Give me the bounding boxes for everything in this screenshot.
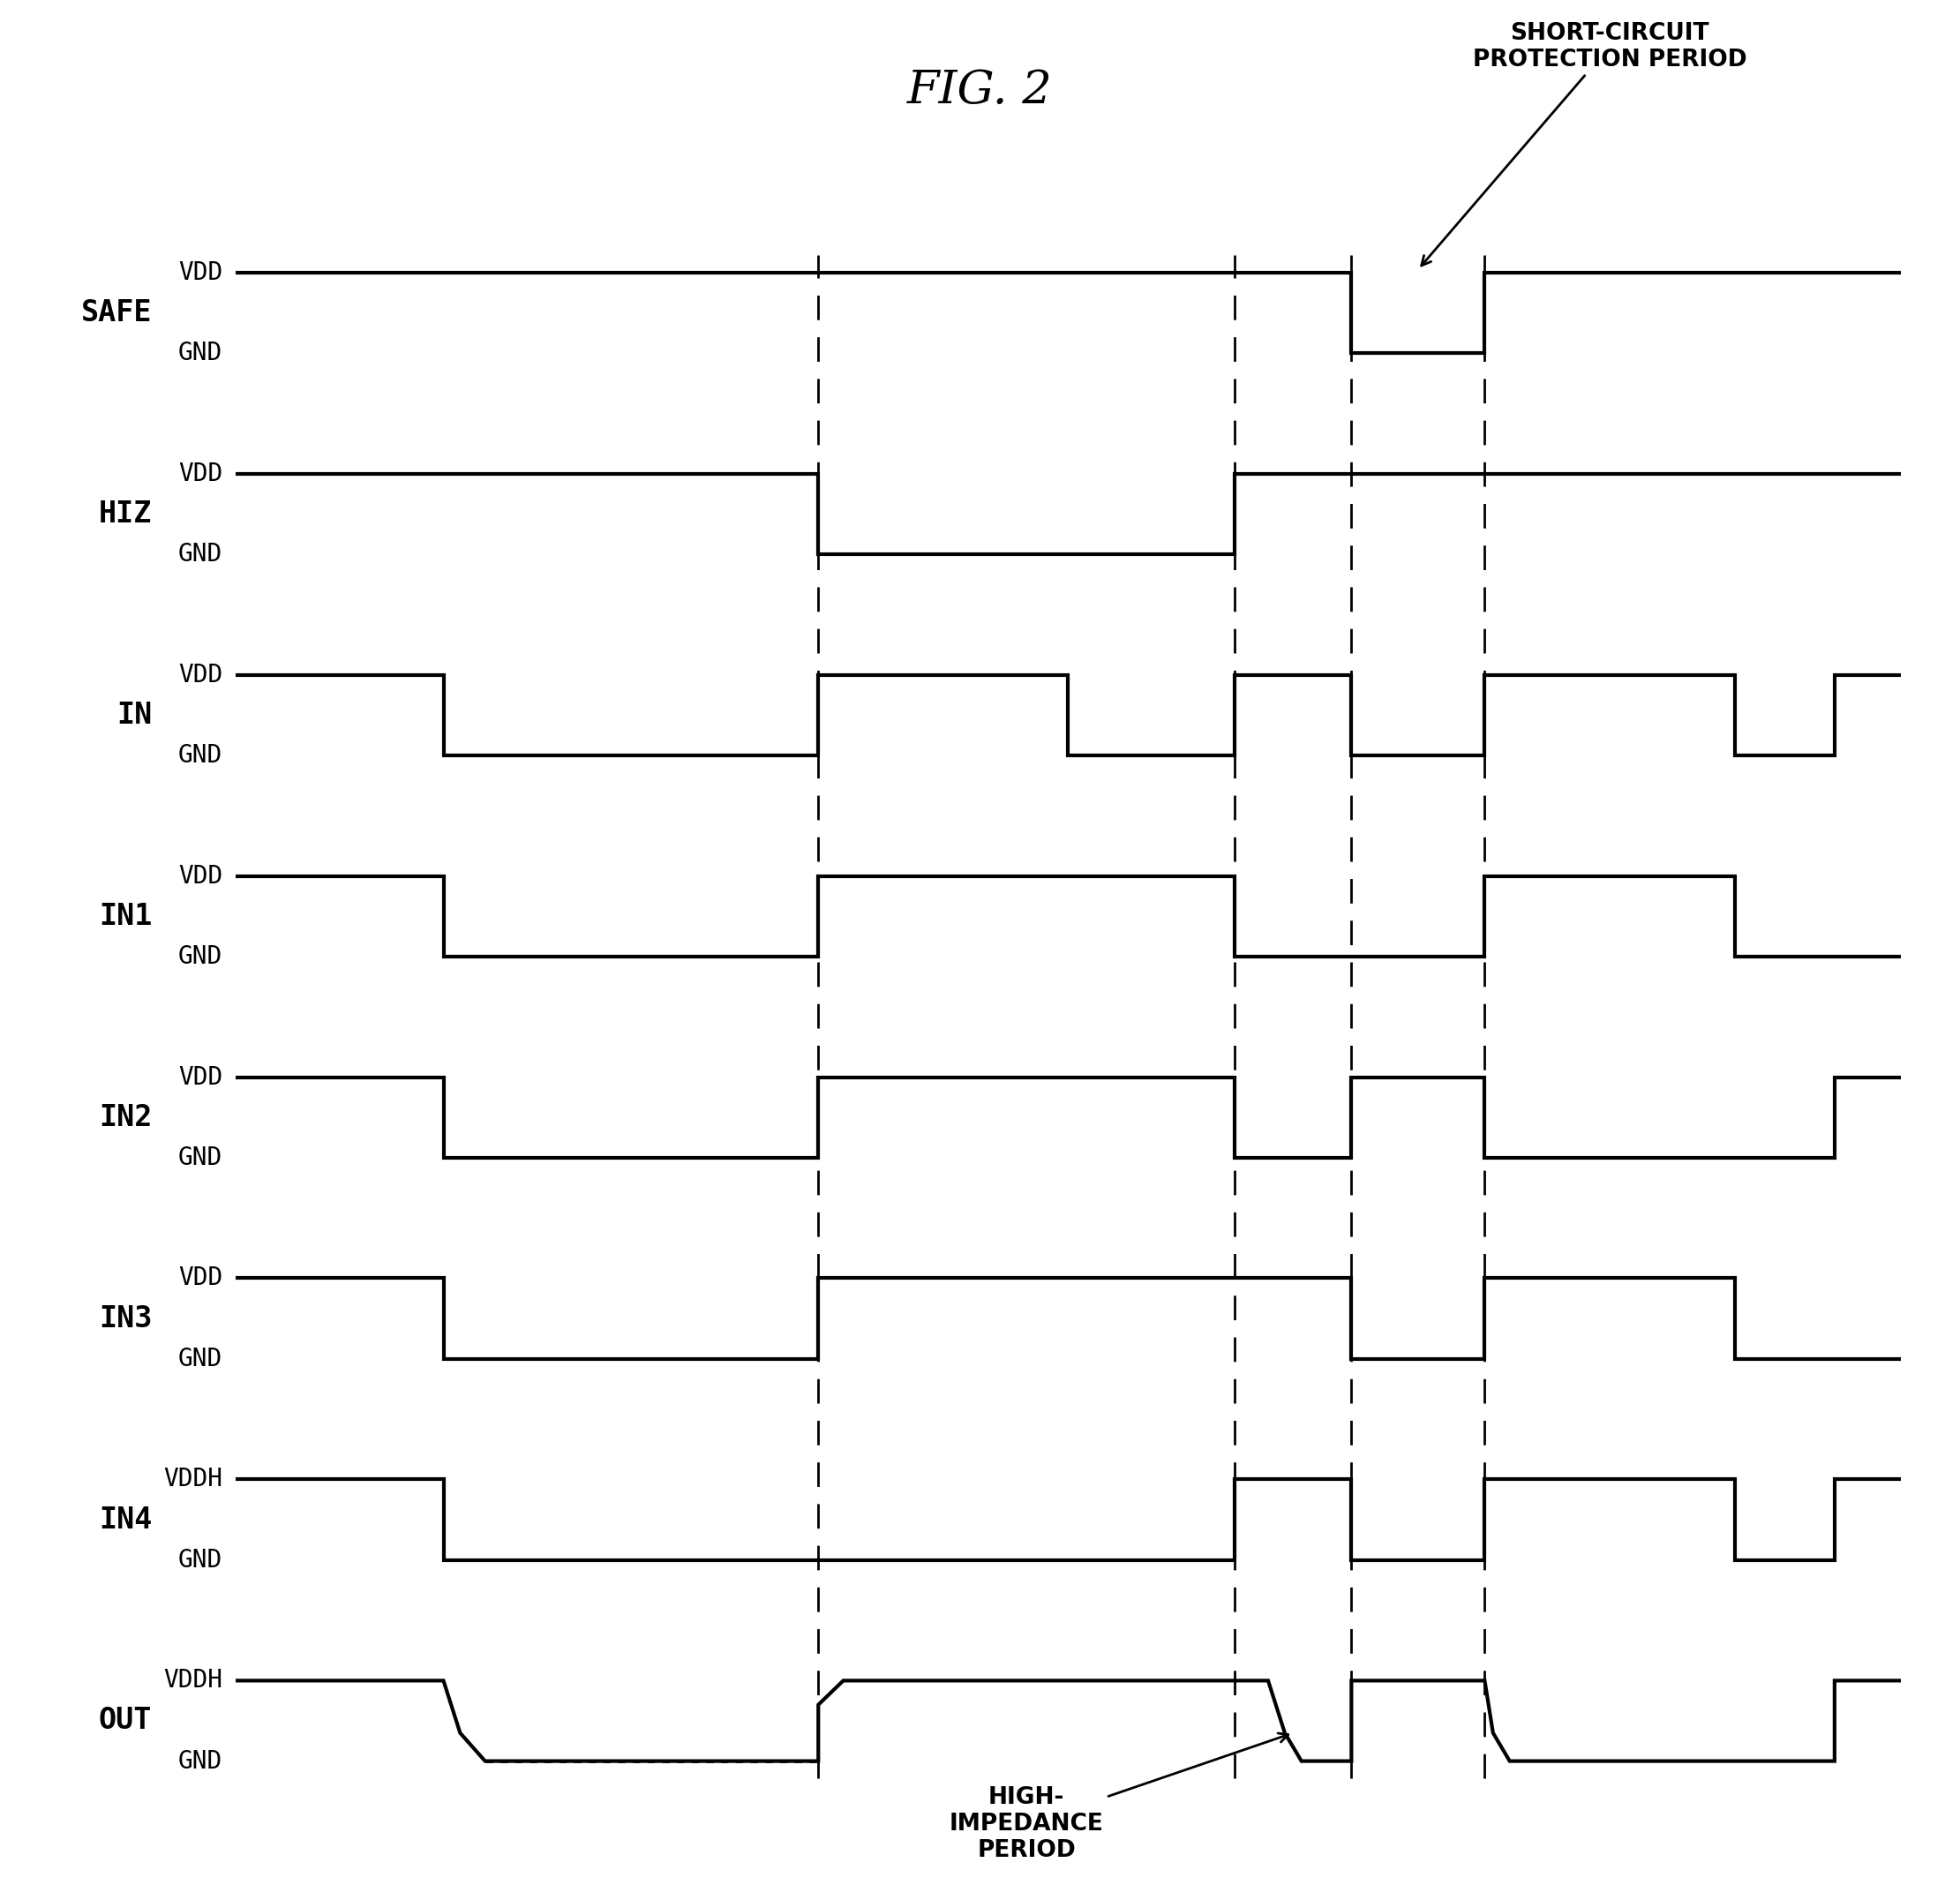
Text: VDD: VDD: [178, 1267, 223, 1291]
Text: SHORT-CIRCUIT
PROTECTION PERIOD: SHORT-CIRCUIT PROTECTION PERIOD: [1421, 23, 1746, 266]
Text: GND: GND: [178, 944, 223, 969]
Text: GND: GND: [178, 1146, 223, 1171]
Text: SAFE: SAFE: [80, 298, 153, 328]
Text: GND: GND: [178, 1749, 223, 1774]
Text: GND: GND: [178, 541, 223, 566]
Text: HIZ: HIZ: [98, 500, 153, 528]
Text: GND: GND: [178, 743, 223, 767]
Text: GND: GND: [178, 1548, 223, 1572]
Text: FIG. 2: FIG. 2: [907, 68, 1053, 113]
Text: IN1: IN1: [98, 901, 153, 931]
Text: IN2: IN2: [98, 1103, 153, 1131]
Text: IN: IN: [116, 701, 153, 729]
Text: VDD: VDD: [178, 662, 223, 688]
Text: GND: GND: [178, 1346, 223, 1370]
Text: HIGH-
IMPEDANCE
PERIOD: HIGH- IMPEDANCE PERIOD: [949, 1732, 1288, 1862]
Text: VDDH: VDDH: [163, 1668, 223, 1693]
Text: VDD: VDD: [178, 462, 223, 486]
Text: GND: GND: [178, 341, 223, 366]
Text: IN4: IN4: [98, 1504, 153, 1534]
Text: VDD: VDD: [178, 1065, 223, 1090]
Text: OUT: OUT: [98, 1706, 153, 1736]
Text: VDDH: VDDH: [163, 1467, 223, 1491]
Text: VDD: VDD: [178, 260, 223, 285]
Text: VDD: VDD: [178, 863, 223, 888]
Text: IN3: IN3: [98, 1304, 153, 1333]
